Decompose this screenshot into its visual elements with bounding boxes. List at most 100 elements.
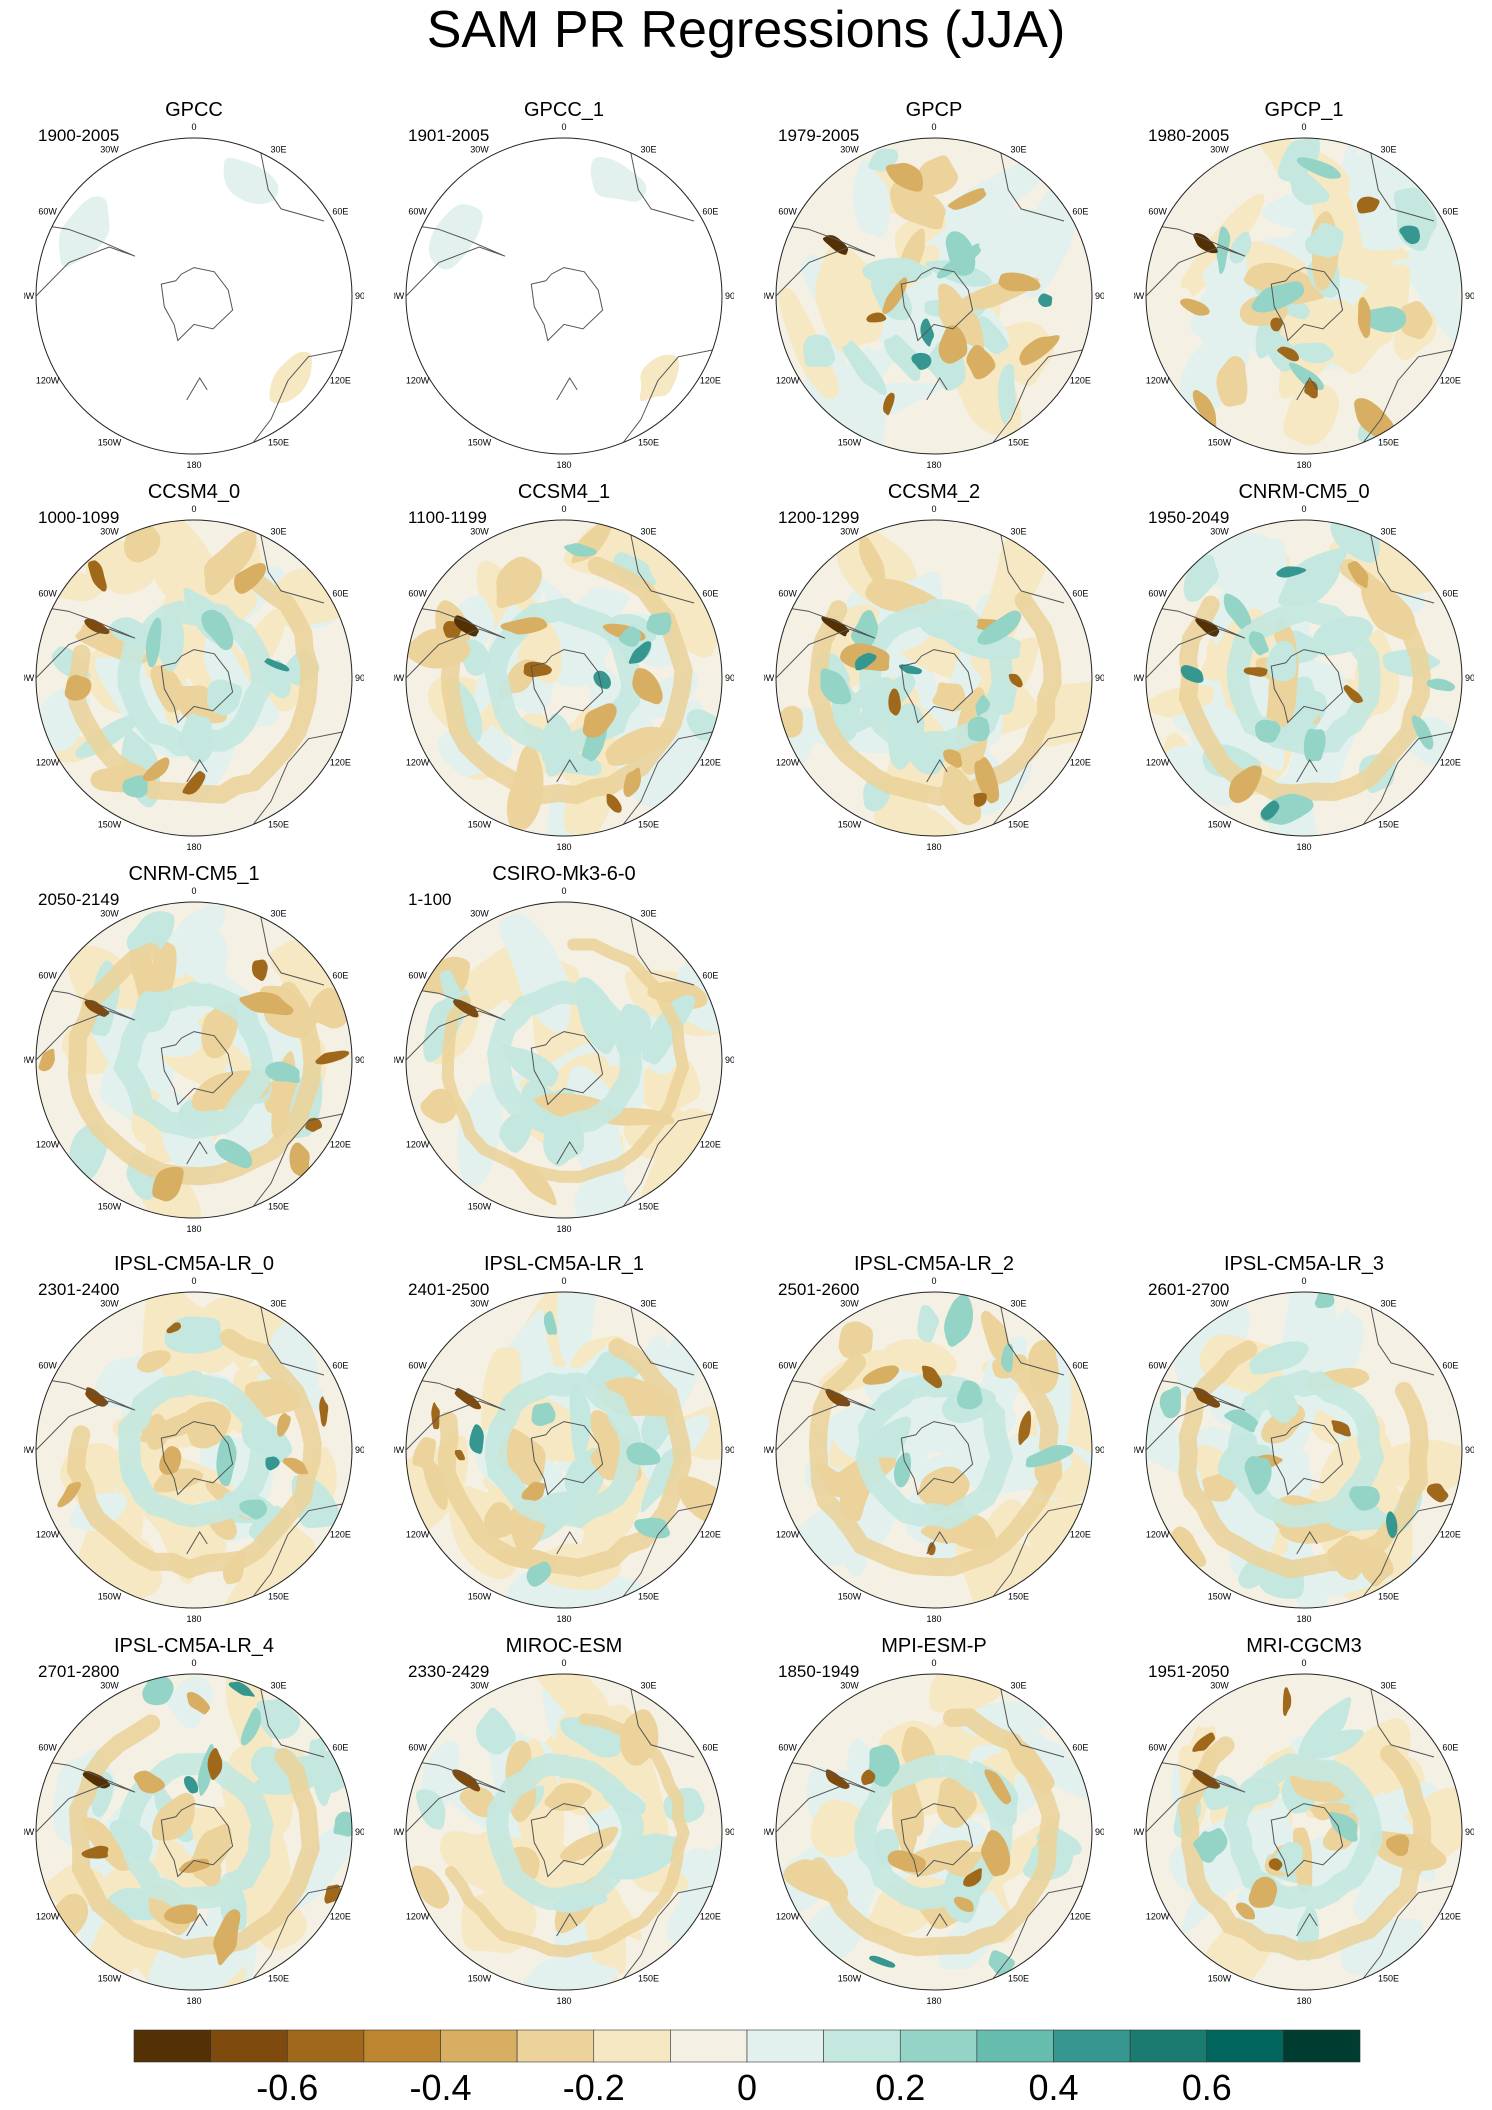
panel-title: CSIRO-Mk3-6-0 — [492, 863, 636, 885]
south-america-dry-anomaly — [1195, 618, 1220, 637]
map-panel: CCSM4_1 1100-1199 0 30E 60E 90E 120E 150E 180 150… — [394, 480, 734, 850]
longitude-label: 0 — [191, 504, 196, 514]
precip-anomaly-patch — [927, 1542, 936, 1556]
longitude-label: 120W — [776, 1530, 800, 1540]
longitude-label: 60W — [408, 1361, 427, 1371]
precip-anomaly-patch — [315, 1050, 350, 1065]
panel-period: 1950-2049 — [1148, 508, 1230, 527]
longitude-label: 90W — [764, 291, 775, 301]
precip-anomaly-patch — [967, 716, 990, 742]
panel-title: GPCC — [165, 99, 223, 121]
precip-anomaly-patch — [79, 1817, 132, 1871]
longitude-label: 120E — [700, 1140, 721, 1150]
longitude-label: 60W — [408, 971, 427, 981]
precip-anomaly-patch — [859, 535, 886, 587]
longitude-label: 90W — [24, 673, 35, 683]
longitude-label: 60W — [1148, 1361, 1167, 1371]
coastline — [1370, 534, 1435, 604]
longitude-label: 60E — [702, 971, 718, 981]
precip-anomaly-patch — [256, 1698, 301, 1740]
map-boundary — [1145, 519, 1463, 837]
longitude-label: 120E — [1440, 1530, 1461, 1540]
panel-title: CCSM4_0 — [147, 481, 241, 503]
longitude-label: 180 — [926, 1614, 941, 1622]
precip-anomaly-patch — [1007, 187, 1075, 299]
panel-title: IPSL-CM5A-LR_4 — [113, 1635, 275, 1657]
coastline — [1146, 1380, 1246, 1451]
map-panel: GPCC_1 1901-2005 0 30E 60E 90E 120E 150E 180 150W… — [394, 98, 734, 468]
map-panel: GPCP 1979-2005 0 30E 60E 90E 120E 150E 180 150W 12… — [764, 98, 1104, 468]
longitude-label: 0 — [191, 1276, 196, 1286]
south-america-dry-anomaly — [85, 1387, 109, 1407]
precip-anomaly-patch — [852, 159, 891, 238]
longitude-label: 30W — [470, 527, 489, 537]
precip-anomaly-patch — [152, 1166, 184, 1202]
coastline — [186, 1141, 208, 1165]
longitude-label: 150W — [98, 1591, 122, 1601]
precip-anomaly-patch — [1038, 293, 1053, 308]
precip-anomaly-patch — [1192, 389, 1217, 431]
longitude-label: 120W — [406, 758, 430, 768]
precip-anomaly-patch — [582, 703, 617, 738]
precip-anomaly-patch — [166, 1322, 182, 1334]
coastline — [260, 152, 325, 222]
precip-anomaly-patch — [882, 277, 908, 314]
longitude-label: 150W — [838, 819, 862, 829]
panel-title: CNRM-CM5_1 — [128, 863, 260, 885]
coastline — [530, 1803, 604, 1878]
precip-anomaly-patch — [868, 1744, 900, 1787]
precip-anomaly-patch — [1386, 1834, 1410, 1857]
precip-anomaly-patch — [975, 694, 991, 717]
longitude-label: 150E — [268, 1973, 289, 1983]
panel-title: CCSM4_1 — [517, 481, 611, 503]
panel-title: IPSL-CM5A-LR_2 — [853, 1253, 1015, 1275]
longitude-label: 60E — [702, 589, 718, 599]
coastline — [36, 990, 136, 1061]
coastline — [900, 649, 974, 724]
longitude-label: 90W — [1134, 1827, 1145, 1837]
longitude-label: 60W — [38, 1743, 57, 1753]
south-america-dry-anomaly — [82, 1771, 111, 1789]
south-america-dry-anomaly — [1192, 1387, 1221, 1408]
longitude-label: 150E — [1378, 819, 1399, 829]
longitude-label: 120E — [1440, 1912, 1461, 1922]
longitude-label: 30W — [1210, 1299, 1229, 1309]
precip-anomaly-patch — [411, 1865, 450, 1909]
map-panel: IPSL-CM5A-LR_0 2301-2400 0 30E 60E 90E 120E 150… — [24, 1252, 364, 1622]
coastline — [776, 1762, 876, 1833]
precip-anomaly-patch — [1331, 1420, 1351, 1437]
map-boundary — [35, 137, 353, 455]
precip-anomaly-patch — [201, 609, 234, 651]
coastline — [776, 226, 876, 297]
panel-period: 1200-1299 — [778, 508, 860, 527]
precip-anomaly-patch — [936, 243, 982, 279]
precip-anomaly-patch — [1249, 1341, 1309, 1375]
precip-anomaly-patch — [57, 1481, 81, 1508]
coastline — [160, 267, 234, 342]
coastline — [1146, 608, 1246, 679]
longitude-label: 90W — [1134, 291, 1145, 301]
coastline — [992, 731, 1083, 825]
longitude-label: 90E — [355, 673, 364, 683]
longitude-label: 60E — [332, 589, 348, 599]
precip-anomaly-patch — [1270, 317, 1283, 332]
longitude-label: 60W — [38, 1361, 57, 1371]
longitude-label: 0 — [561, 504, 566, 514]
precip-anomaly-patch — [626, 1442, 661, 1466]
storm-track-band — [855, 1373, 1014, 1530]
coastline — [1362, 1503, 1453, 1597]
precip-anomaly-patch — [984, 1769, 1012, 1805]
precip-anomaly-patch — [252, 959, 268, 981]
precip-anomaly-patch — [282, 1457, 309, 1475]
map-boundary — [775, 519, 1093, 837]
precip-anomaly-patch — [628, 641, 652, 664]
storm-track-band — [486, 1753, 644, 1911]
longitude-label: 90E — [1095, 673, 1104, 683]
longitude-label: 120E — [1070, 1912, 1091, 1922]
longitude-label: 180 — [556, 1996, 571, 2004]
longitude-label: 60E — [1442, 1743, 1458, 1753]
precip-anomaly-patch — [646, 612, 672, 636]
precip-anomaly-patch — [126, 911, 175, 953]
longitude-label: 30E — [1380, 1681, 1396, 1691]
precip-anomaly-patch — [1357, 297, 1371, 339]
